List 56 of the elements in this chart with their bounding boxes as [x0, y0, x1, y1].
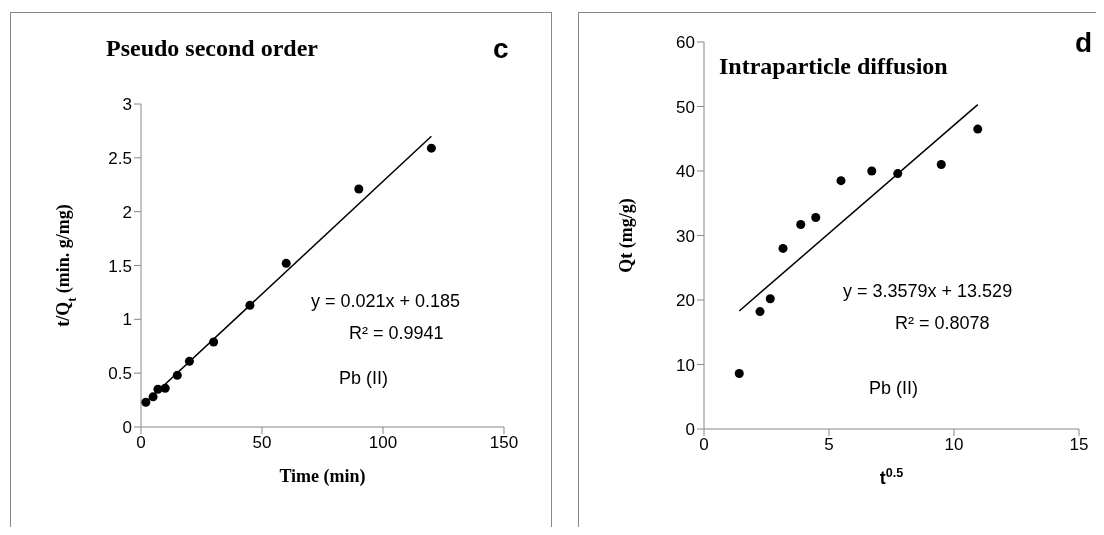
y-tick-label: 0	[122, 418, 132, 438]
y-tick-label: 0.5	[108, 364, 132, 384]
annotation: R² = 0.9941	[349, 323, 444, 344]
point	[245, 300, 255, 310]
x-tick-label: 5	[824, 435, 834, 455]
point	[867, 166, 877, 176]
x-tick-label: 0	[136, 433, 146, 453]
point	[148, 392, 158, 402]
point	[209, 337, 219, 347]
x-tick-label: 0	[699, 435, 709, 455]
x-axis-title: Time (min)	[279, 466, 366, 487]
y-tick-label: 50	[676, 97, 695, 117]
annotation: d	[1075, 27, 1093, 59]
annotation: Pb (II)	[339, 368, 389, 389]
x-tick-label: 50	[252, 433, 272, 453]
point	[160, 383, 170, 393]
annotation: y = 0.021x + 0.185	[311, 291, 461, 312]
annotation: R² = 0.8078	[895, 313, 990, 334]
y-tick-label: 1	[122, 310, 132, 330]
point	[893, 169, 903, 179]
point	[734, 369, 744, 379]
y-tick-label: 0	[685, 420, 695, 440]
y-tick-label: 10	[676, 355, 695, 375]
point	[281, 258, 291, 268]
y-tick-label: 60	[676, 33, 695, 53]
point	[973, 124, 983, 134]
y-tick-label: 2	[122, 202, 132, 222]
y-tick-label: 20	[676, 291, 695, 311]
point	[184, 356, 194, 366]
point	[765, 294, 775, 304]
y-tick-label: 1.5	[108, 256, 132, 276]
point	[755, 307, 765, 317]
point	[172, 370, 182, 380]
point	[426, 143, 436, 153]
y-axis-title: Qt (mg/g)	[616, 198, 637, 273]
x-tick-label: 150	[489, 433, 519, 453]
x-tick-label: 10	[944, 435, 964, 455]
y-tick-label: 40	[676, 162, 695, 182]
point	[354, 184, 364, 194]
point	[936, 160, 946, 170]
x-tick-label: 15	[1069, 435, 1089, 455]
x-tick-label: 100	[368, 433, 398, 453]
y-tick-label: 3	[122, 95, 132, 115]
annotation: y = 3.3579x + 13.529	[843, 281, 1013, 302]
text: c	[493, 33, 509, 65]
point	[836, 176, 846, 186]
annotation: Pb (II)	[869, 378, 919, 399]
y-tick-label: 2.5	[108, 148, 132, 168]
point	[796, 220, 806, 230]
point	[778, 243, 788, 253]
y-tick-label: 30	[676, 226, 695, 246]
chart-title: Pseudo second order	[106, 35, 318, 62]
point	[811, 212, 821, 222]
point	[141, 397, 151, 407]
chart-title: Intraparticle diffusion	[719, 53, 948, 80]
x-axis-title: t$^{0.5}$	[879, 466, 904, 488]
